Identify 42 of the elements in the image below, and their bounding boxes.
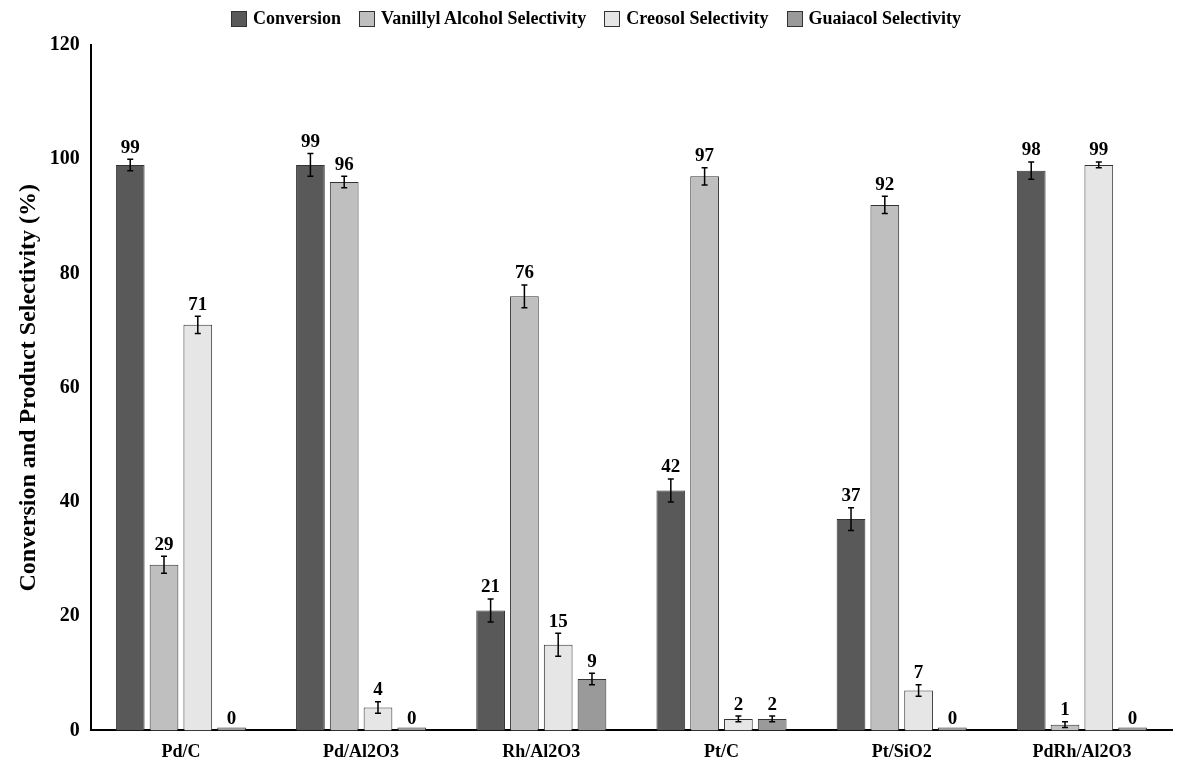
legend-label: Conversion [253,8,342,29]
data-label: 71 [188,292,208,314]
data-label: 0 [226,706,237,728]
data-label: 15 [548,609,568,631]
legend-label: Guaiacol Selectivity [808,8,961,29]
data-label: 9 [587,649,597,671]
x-tick-label: Pd/Al2O3 [323,740,400,761]
data-label: 0 [407,706,417,728]
data-label: 21 [481,575,501,597]
y-tick-label: 100 [49,146,80,169]
data-label: 0 [1127,706,1138,728]
x-tick-label: Pd/C [161,740,201,761]
data-label: 92 [875,172,895,194]
data-label: 76 [514,261,534,283]
y-axis-title: Conversion and Product Selectivity (%) [13,183,40,592]
y-tick-label: 60 [59,374,80,397]
data-label: 2 [767,692,777,714]
data-label: 0 [947,706,958,728]
data-label: 96 [334,152,354,174]
data-label: 99 [120,135,140,157]
x-tick-label: Rh/Al2O3 [502,740,581,761]
data-label: 2 [733,692,744,714]
data-label: 99 [300,129,320,151]
data-label: 4 [373,678,384,700]
data-label: 42 [661,455,681,477]
data-label: 7 [913,661,924,683]
y-tick-label: 120 [49,32,80,55]
legend-label: Vanillyl Alcohol Selectivity [381,8,587,29]
data-label: 1 [1060,698,1070,720]
data-label: 98 [1021,138,1041,160]
data-label: 29 [154,532,174,554]
x-tick-label: Pt/C [704,740,739,761]
legend-label: Creosol Selectivity [626,8,769,29]
data-label: 99 [1089,138,1109,160]
data-label: 37 [841,484,862,506]
y-tick-label: 40 [59,489,80,512]
data-label: 97 [695,144,715,166]
y-tick-label: 80 [59,260,80,283]
y-tick-label: 0 [69,717,80,740]
x-tick-label: Pt/SiO2 [871,740,932,761]
x-tick-label: PdRh/Al2O3 [1032,740,1132,761]
y-tick-label: 20 [59,603,80,626]
